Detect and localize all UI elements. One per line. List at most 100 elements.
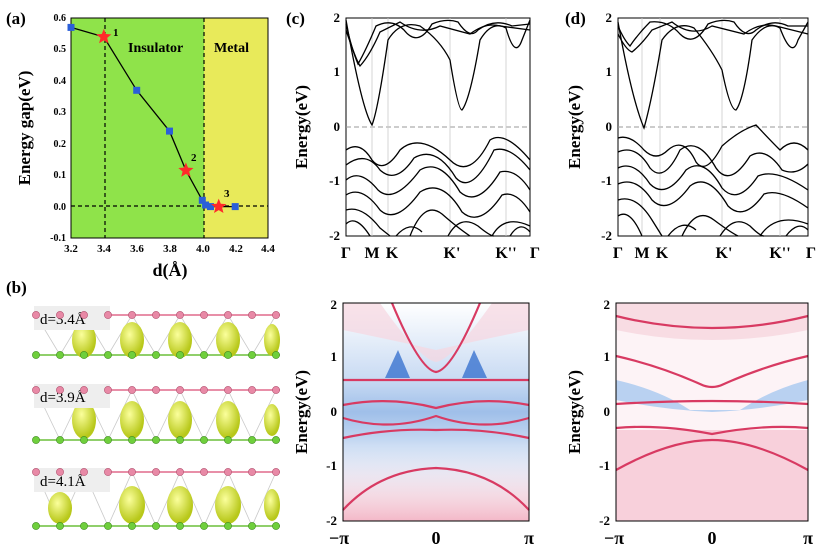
bands-d-kpoint-Gamma-end: Γ xyxy=(806,245,816,262)
atom-top xyxy=(200,468,208,476)
bands-d-ytick-m1: -1 xyxy=(601,173,612,188)
atom-bottom xyxy=(80,436,88,444)
atom-top xyxy=(56,386,64,394)
bands-d-kpoint-K1: K' xyxy=(716,245,733,262)
structure-label-2: d=3.9Å xyxy=(40,390,86,406)
atom-top xyxy=(272,386,280,394)
bands-c-ytick-1: 1 xyxy=(334,64,341,79)
gap-square-marker xyxy=(133,86,141,94)
atom-top xyxy=(176,311,184,319)
atom-bottom xyxy=(272,436,280,444)
atom-bottom xyxy=(128,522,136,530)
atom-bottom xyxy=(272,522,280,530)
atom-top xyxy=(80,468,88,476)
atom-bottom xyxy=(104,351,112,359)
star-label-3: 3 xyxy=(224,188,230,200)
bands-d: 2 1 0 -1 -2 Energy(eV) Γ M K K' K'' Γ xyxy=(565,10,816,262)
ytick-0.3: 0.3 xyxy=(54,107,67,118)
panel-label-c: (c) xyxy=(286,9,305,28)
band-d-val-3 xyxy=(617,165,809,196)
atom-top xyxy=(200,311,208,319)
surface-c-ytick-m2: -2 xyxy=(326,513,337,528)
band-d-val-6 xyxy=(617,213,809,237)
atom-bottom xyxy=(224,351,232,359)
band-d-cond-3 xyxy=(617,21,809,53)
ytick-0.6: 0.6 xyxy=(54,13,67,24)
gap-star-marker xyxy=(96,28,112,44)
ytick-0.2: 0.2 xyxy=(54,139,67,150)
atom-top xyxy=(32,468,40,476)
surface-c-xtick-0: 0 xyxy=(432,528,441,548)
band-c-cond-3 xyxy=(345,21,531,68)
atom-top xyxy=(152,468,160,476)
surface-d-ytick-2: 2 xyxy=(604,297,611,312)
gap-square-marker xyxy=(166,127,173,135)
bands-c-kpoint-Gamma: Γ xyxy=(341,245,351,262)
atom-top xyxy=(128,386,136,394)
atom-top xyxy=(128,468,136,476)
atom-bottom xyxy=(200,351,208,359)
atom-bottom xyxy=(200,436,208,444)
atom-bottom xyxy=(248,436,256,444)
atom-bottom xyxy=(224,522,232,530)
atom-top xyxy=(80,386,88,394)
atom-top xyxy=(224,468,232,476)
charge-lobe xyxy=(72,401,96,439)
charge-lobe xyxy=(167,486,193,524)
charge-lobe xyxy=(72,322,96,358)
ytick-0.0: 0.0 xyxy=(54,202,67,213)
surface-d-bulk xyxy=(616,380,808,412)
atom-bottom xyxy=(56,436,64,444)
charge-lobe xyxy=(264,489,280,521)
atom-bottom xyxy=(80,522,88,530)
surface-state-d-4 xyxy=(615,425,809,436)
bands-d-kpoint-K2: K'' xyxy=(769,245,790,262)
surface-d-xtick-0: 0 xyxy=(708,528,717,548)
surface-c-frame xyxy=(342,302,530,522)
bands-c-kpoint-K: K xyxy=(386,245,399,262)
atom-top xyxy=(176,386,184,394)
bands-d-kpoint-Gamma: Γ xyxy=(613,245,623,262)
charge-lobe xyxy=(48,492,72,524)
atoms xyxy=(32,311,280,530)
charge-lobe xyxy=(168,322,192,358)
surface-c-ytick-1: 1 xyxy=(331,349,338,364)
band-c-val-6 xyxy=(345,220,531,237)
bands-c-kpoint-K2: K'' xyxy=(495,245,516,262)
surface-d-lower-continuum xyxy=(616,430,808,521)
band-c-val-5 xyxy=(345,208,531,237)
surface-c-xtick-pi: π xyxy=(524,528,534,548)
gap-xlabel: d(Å) xyxy=(153,260,188,281)
ytick-0.5: 0.5 xyxy=(54,44,67,55)
band-c-cond-2 xyxy=(345,19,531,66)
surface-state-d-5 xyxy=(615,438,809,471)
atom-top xyxy=(80,311,88,319)
panel-label-b: (b) xyxy=(6,278,27,297)
surface-d-upper-continuum xyxy=(616,303,808,340)
xtick-3.4: 3.4 xyxy=(97,243,111,255)
charge-lobe xyxy=(216,401,240,439)
charge-lobe xyxy=(215,486,241,524)
atom-bottom xyxy=(152,351,160,359)
atom-bottom xyxy=(248,351,256,359)
band-d-val-2 xyxy=(617,145,809,177)
gap-star-marker xyxy=(178,162,194,177)
structure-panel: d=3.4Å d=3.9Å d=4.1Å xyxy=(32,302,282,534)
atom-top xyxy=(104,468,112,476)
surface-c-bulk-pocket xyxy=(385,350,410,378)
atom-top xyxy=(56,311,64,319)
band-c-val-4 xyxy=(345,187,531,218)
surface-c-ytick-m1: -1 xyxy=(326,458,337,473)
bands-d-ylabel: Energy(eV) xyxy=(565,85,584,169)
bands-d-kpoint-K: K xyxy=(656,245,669,262)
charge-lobe xyxy=(119,486,145,524)
bands-c-ytick-m2: -2 xyxy=(329,228,340,243)
structure-row-1: d=3.4Å xyxy=(34,302,282,368)
atom-top xyxy=(248,386,256,394)
atom-top xyxy=(248,468,256,476)
star-label-2: 2 xyxy=(191,152,197,164)
xtick-4.0: 4.0 xyxy=(196,243,210,255)
bands-c: 2 1 0 -1 -2 Energy(eV) Γ M K K' K'' Γ xyxy=(292,10,540,262)
gap-chart-frame xyxy=(70,17,269,239)
atom-bottom xyxy=(176,436,184,444)
